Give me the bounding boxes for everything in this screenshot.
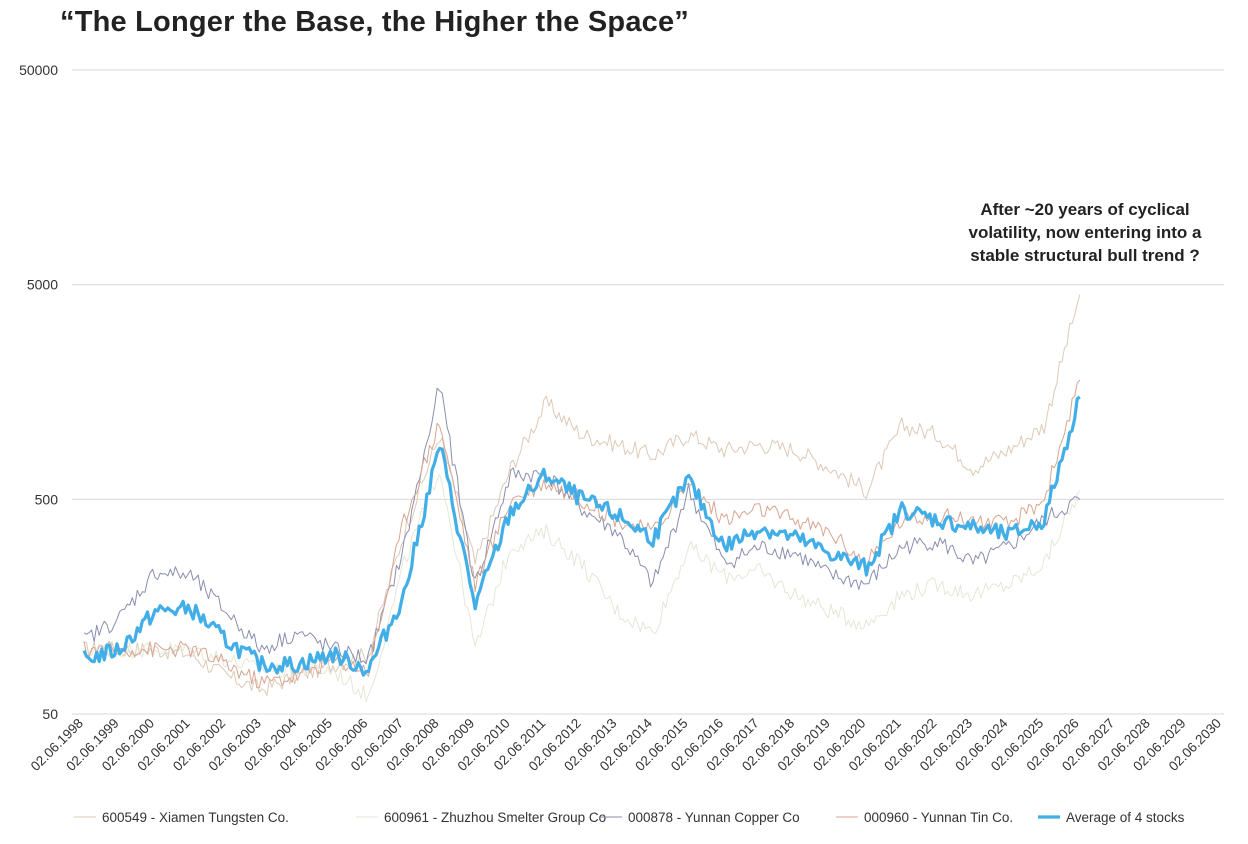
y-tick-label: 5000 <box>27 277 58 293</box>
legend-label: 600961 - Zhuzhou Smelter Group Co <box>384 810 606 825</box>
legend-label: 600549 - Xiamen Tungsten Co. <box>102 810 289 825</box>
annotation-line: stable structural bull trend ? <box>970 246 1200 265</box>
legend: 600549 - Xiamen Tungsten Co. 600961 - Zhu… <box>74 810 1185 825</box>
y-tick-label: 50000 <box>19 62 58 78</box>
series-line <box>83 387 1081 665</box>
chart-title: “The Longer the Base, the Higher the Spa… <box>60 6 689 38</box>
series-line <box>83 379 1081 689</box>
series-lines <box>82 294 1081 703</box>
series-line <box>83 474 1081 703</box>
series-line <box>82 395 1081 677</box>
legend-label: 000960 - Yunnan Tin Co. <box>864 810 1013 825</box>
annotation-line: volatility, now entering into a <box>968 223 1202 242</box>
chart-annotation: After ~20 years of cyclical volatility, … <box>930 198 1240 267</box>
y-tick-label: 50 <box>42 706 58 722</box>
legend-label: 000878 - Yunnan Copper Co <box>628 810 800 825</box>
y-tick-label: 500 <box>35 491 59 507</box>
legend-label: Average of 4 stocks <box>1066 810 1185 825</box>
annotation-line: After ~20 years of cyclical <box>980 200 1190 219</box>
y-axis-tick-labels: 50 500 5000 50000 <box>19 62 58 722</box>
x-axis-tick-labels: 02.06.199802.06.199902.06.200002.06.2001… <box>28 715 1224 774</box>
series-line <box>83 294 1081 696</box>
gridlines <box>72 69 1224 715</box>
